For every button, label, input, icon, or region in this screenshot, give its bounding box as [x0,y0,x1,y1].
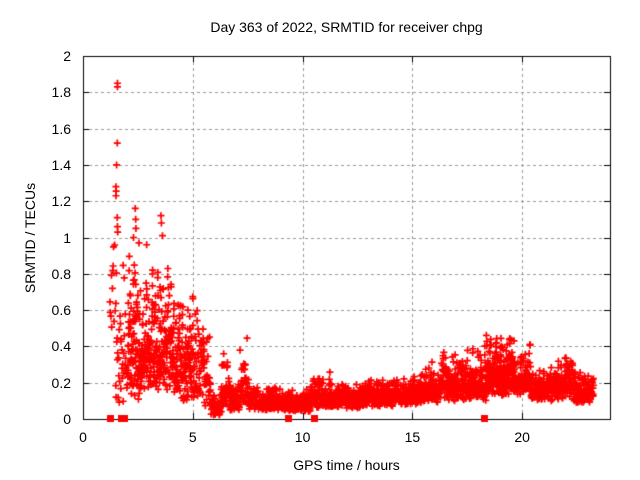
y-tick-label: 1.8 [51,84,71,101]
x-tick-label: 10 [294,429,311,445]
x-axis-label: GPS time / hours [293,457,400,473]
x-tick-label: 5 [188,429,197,445]
y-tick-label: 0.4 [51,338,71,355]
chart-title: Day 363 of 2022, SRMTID for receiver chp… [210,19,483,35]
y-tick-label: 1.4 [51,156,71,173]
y-tick-label: 2 [63,48,71,64]
x-tick-label: 0 [79,429,87,445]
y-tick-label: 0.2 [51,374,71,391]
y-tick-label: 0.6 [51,302,71,319]
x-tick-label: 15 [404,429,421,445]
x-tick-label: 20 [514,429,530,445]
y-tick-label: 0 [63,411,71,427]
y-tick-label: 1 [63,229,71,246]
y-tick-label: 1.2 [51,193,71,210]
y-tick-label: 0.8 [51,265,71,282]
y-tick-label: 1.6 [51,120,71,137]
